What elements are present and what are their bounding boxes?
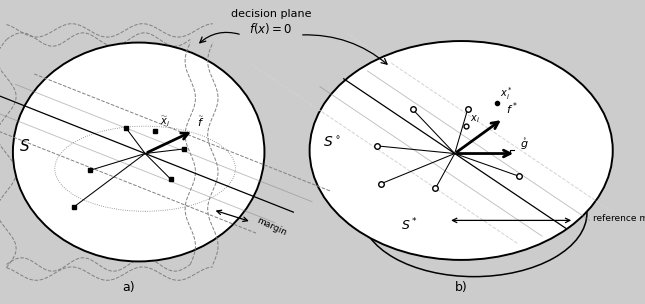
Ellipse shape — [13, 43, 264, 261]
Text: a): a) — [123, 281, 135, 294]
Text: $S$: $S$ — [19, 138, 30, 154]
Ellipse shape — [361, 149, 587, 277]
Text: decision plane: decision plane — [231, 9, 311, 19]
Text: $\mathring{g}$: $\mathring{g}$ — [520, 136, 528, 152]
Text: margin: margin — [255, 216, 288, 237]
Text: reference margin: reference margin — [593, 214, 645, 223]
Text: $\widetilde{f}$: $\widetilde{f}$ — [197, 114, 204, 129]
Text: $x_i^*$: $x_i^*$ — [500, 85, 513, 102]
Text: $x_i$: $x_i$ — [470, 113, 479, 125]
Text: $S^*$: $S^*$ — [401, 217, 418, 233]
Ellipse shape — [310, 41, 613, 260]
Text: $\widetilde{x}_i$: $\widetilde{x}_i$ — [160, 115, 170, 129]
Text: b): b) — [455, 281, 468, 294]
Text: $S^\circ$: $S^\circ$ — [323, 136, 341, 150]
Text: $f^*$: $f^*$ — [506, 100, 518, 117]
Text: $f(x) = 0$: $f(x) = 0$ — [249, 21, 293, 36]
